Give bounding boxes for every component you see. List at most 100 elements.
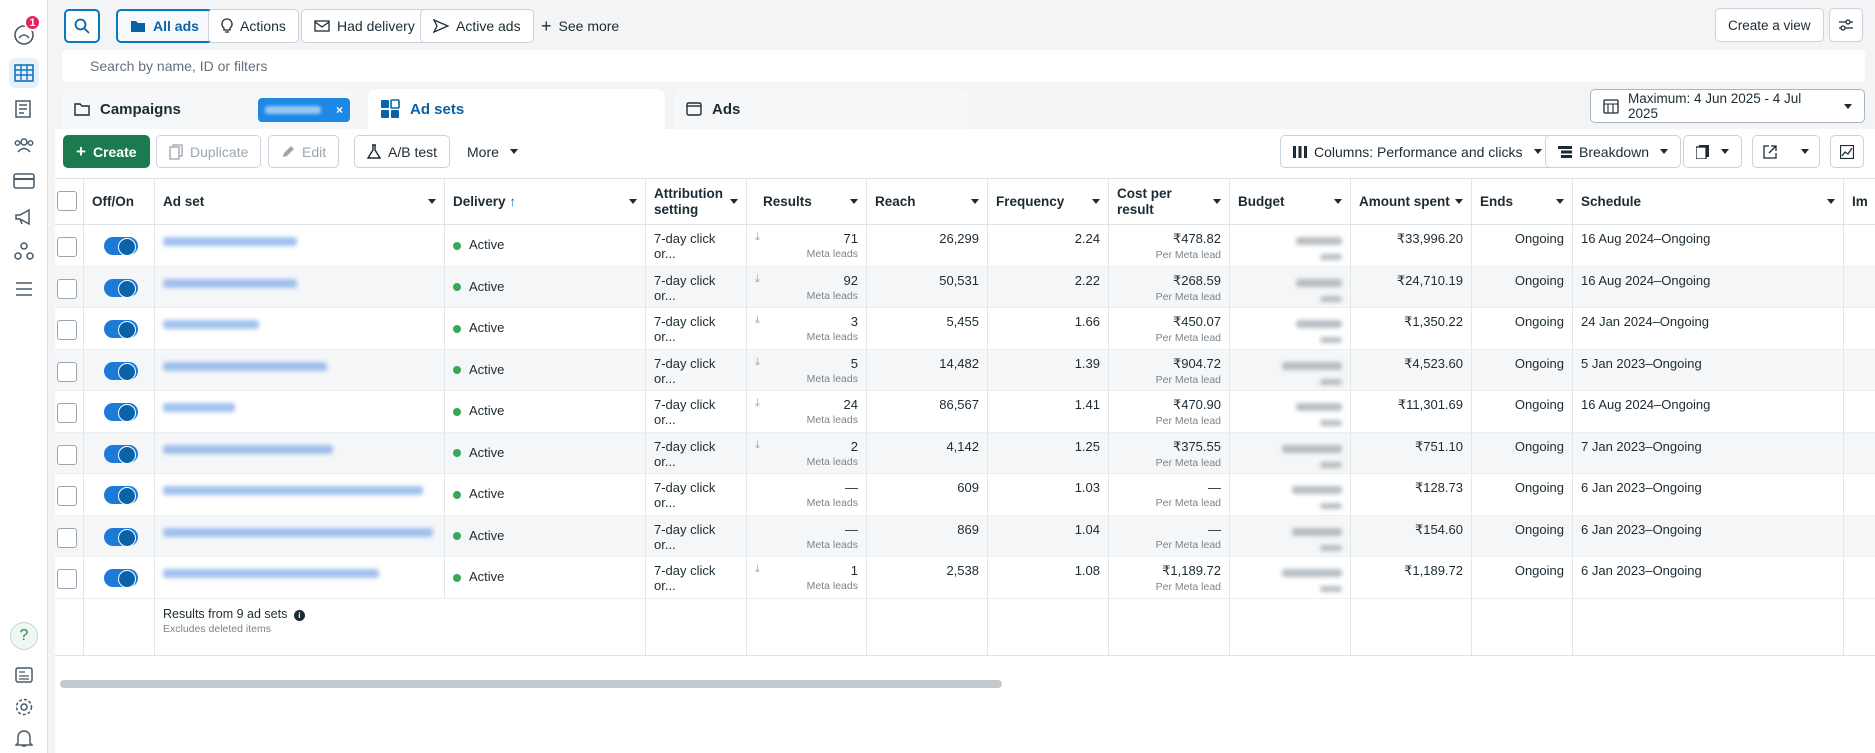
header-impressions[interactable]: Im (1852, 193, 1868, 209)
customize-view-button[interactable] (1829, 8, 1863, 42)
ad-set-name-link-blurred[interactable] (163, 320, 259, 329)
header-frequency[interactable]: Frequency (988, 179, 1109, 224)
ad-set-name-link-blurred[interactable] (163, 444, 333, 454)
row-checkbox[interactable] (57, 361, 77, 382)
account-overview-icon[interactable]: 1 (9, 14, 41, 50)
budget-value-blurred[interactable] (1282, 444, 1342, 453)
table-row[interactable]: Active 7-day click or... — Meta leads 869 1.0… (55, 515, 1875, 557)
budget-value-blurred[interactable] (1292, 527, 1342, 536)
download-icon[interactable]: ⤓ (755, 438, 760, 451)
ad-set-on-off-toggle[interactable] (104, 237, 138, 256)
columns-button[interactable]: Columns: Performance and clicks (1280, 135, 1555, 168)
budget-value-blurred[interactable] (1292, 486, 1342, 494)
table-row[interactable]: Active 7-day click or... ⤓ 92 Meta leads 50,5… (55, 266, 1875, 308)
edit-button[interactable]: Edit (268, 135, 340, 168)
header-amount-spent[interactable]: Amount spent (1351, 179, 1472, 224)
download-icon[interactable]: ⤓ (755, 314, 760, 326)
chip-close-icon[interactable]: × (335, 103, 343, 117)
budget-value-blurred[interactable] (1296, 403, 1342, 411)
select-all-checkbox[interactable] (57, 191, 77, 211)
budget-value-blurred[interactable] (1296, 320, 1342, 328)
ad-set-name-link-blurred[interactable] (163, 569, 379, 578)
row-checkbox[interactable] (57, 486, 77, 506)
settings-gear-icon[interactable] (9, 692, 39, 722)
reports-icon[interactable] (9, 94, 39, 124)
row-checkbox[interactable] (57, 403, 77, 423)
reports-menu-button[interactable] (1683, 135, 1742, 168)
ad-set-on-off-toggle[interactable] (104, 444, 138, 464)
info-icon[interactable]: i (293, 609, 305, 621)
duplicate-button[interactable]: Duplicate (156, 135, 262, 168)
header-budget[interactable]: Budget (1230, 179, 1351, 224)
audiences-icon[interactable] (9, 130, 39, 160)
breakdown-button[interactable]: Breakdown (1545, 135, 1682, 168)
ad-set-name-link-blurred[interactable] (163, 486, 423, 495)
ad-set-on-off-toggle[interactable] (104, 569, 138, 588)
budget-value-blurred[interactable] (1282, 569, 1342, 577)
header-results[interactable]: Results (747, 179, 867, 224)
row-checkbox[interactable] (57, 569, 77, 589)
table-row[interactable]: Active 7-day click or... ⤓ 2 Meta leads 4,142… (55, 432, 1875, 474)
header-ad-set[interactable]: Ad set (155, 179, 445, 224)
ad-set-on-off-toggle[interactable] (104, 320, 138, 339)
budget-value-blurred[interactable] (1296, 278, 1342, 287)
selected-campaigns-chip[interactable]: × (258, 98, 350, 122)
export-button[interactable] (1752, 135, 1820, 168)
ad-set-on-off-toggle[interactable] (104, 278, 138, 298)
table-row[interactable]: Active 7-day click or... ⤓ 5 Meta leads 14,48… (55, 349, 1875, 391)
row-checkbox[interactable] (57, 278, 77, 299)
news-feed-icon[interactable] (9, 660, 39, 690)
header-attribution-setting[interactable]: Attribution setting (646, 179, 747, 224)
ad-set-name-link-blurred[interactable] (163, 361, 327, 371)
business-tools-icon[interactable] (9, 236, 39, 266)
header-ends[interactable]: Ends (1472, 179, 1573, 224)
download-icon[interactable]: ⤓ (755, 355, 760, 368)
header-off-on[interactable]: Off/On (84, 179, 155, 224)
all-ads-filter-button[interactable]: All ads (116, 9, 213, 43)
menu-icon[interactable] (9, 274, 39, 304)
row-checkbox[interactable] (57, 527, 77, 548)
horizontal-scrollbar[interactable] (60, 680, 1002, 688)
budget-value-blurred[interactable] (1296, 237, 1342, 245)
ad-set-name-link-blurred[interactable] (163, 527, 433, 537)
ad-set-name-link-blurred[interactable] (163, 237, 297, 246)
ad-set-on-off-toggle[interactable] (104, 403, 138, 422)
actions-filter-button[interactable]: Actions (208, 9, 299, 43)
header-delivery[interactable]: Delivery ↑ (445, 179, 646, 224)
header-schedule[interactable]: Schedule (1573, 179, 1844, 224)
help-icon[interactable]: ? (10, 622, 38, 650)
search-input[interactable]: Search by name, ID or filters (62, 50, 1865, 82)
more-button[interactable]: More (455, 135, 530, 168)
tab-ads[interactable]: Ads (674, 89, 968, 129)
table-row[interactable]: Active 7-day click or... ⤓ 24 Meta leads 86,5… (55, 391, 1875, 433)
row-checkbox[interactable] (57, 320, 77, 340)
billing-icon[interactable] (9, 166, 39, 196)
date-range-picker[interactable]: Maximum: 4 Jun 2025 - 4 Jul 2025 (1590, 89, 1865, 123)
ad-set-on-off-toggle[interactable] (104, 361, 138, 381)
download-icon[interactable]: ⤓ (755, 231, 760, 243)
header-cost-per-result[interactable]: Cost per result (1109, 179, 1230, 224)
table-row[interactable]: Active 7-day click or... ⤓ 71 Meta leads 26,2… (55, 225, 1875, 267)
tab-ad-sets[interactable]: Ad sets (368, 89, 665, 129)
ad-set-on-off-toggle[interactable] (104, 486, 138, 505)
row-checkbox[interactable] (57, 237, 77, 257)
table-row[interactable]: Active 7-day click or... ⤓ 1 Meta leads 2,538… (55, 557, 1875, 599)
budget-value-blurred[interactable] (1282, 361, 1342, 370)
campaign-megaphone-icon[interactable] (9, 202, 39, 232)
ad-set-on-off-toggle[interactable] (104, 527, 138, 547)
download-icon[interactable]: ⤓ (755, 272, 760, 285)
active-ads-filter-button[interactable]: Active ads (420, 9, 534, 43)
charts-button[interactable] (1830, 135, 1864, 168)
ad-set-name-link-blurred[interactable] (163, 278, 297, 288)
see-more-filters-button[interactable]: + See more (541, 15, 620, 36)
create-view-button[interactable]: Create a view (1715, 8, 1824, 42)
notifications-bell-icon[interactable] (9, 723, 39, 753)
had-delivery-filter-button[interactable]: Had delivery (301, 9, 428, 43)
ad-set-name-link-blurred[interactable] (163, 403, 235, 412)
ab-test-button[interactable]: A/B test (354, 135, 451, 168)
ads-manager-table-icon[interactable] (9, 58, 39, 88)
header-reach[interactable]: Reach (867, 179, 988, 224)
table-row[interactable]: Active 7-day click or... ⤓ 3 Meta leads 5,455… (55, 308, 1875, 350)
download-icon[interactable]: ⤓ (755, 397, 760, 409)
row-checkbox[interactable] (57, 444, 77, 465)
